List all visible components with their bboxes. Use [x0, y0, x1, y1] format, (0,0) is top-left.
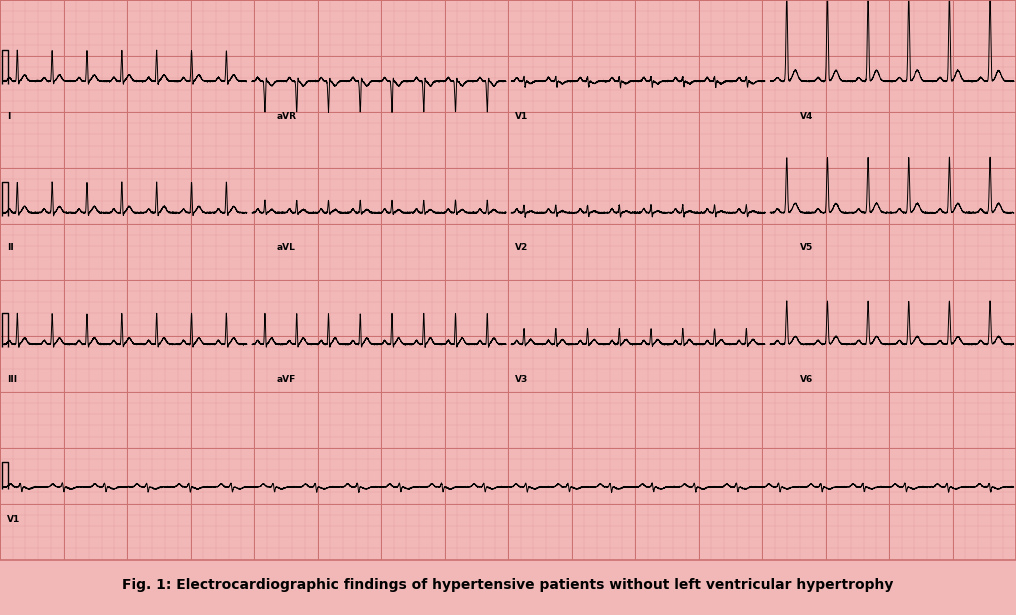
- Text: V4: V4: [800, 112, 813, 121]
- Text: V5: V5: [800, 244, 813, 252]
- Text: aVF: aVF: [276, 375, 296, 384]
- Text: Fig. 1: Electrocardiographic findings of hypertensive patients without left vent: Fig. 1: Electrocardiographic findings of…: [122, 577, 894, 592]
- Text: V1: V1: [7, 515, 20, 524]
- Text: III: III: [7, 375, 17, 384]
- Text: I: I: [7, 112, 10, 121]
- Text: aVL: aVL: [276, 244, 296, 252]
- Text: V2: V2: [515, 244, 528, 252]
- Text: II: II: [7, 244, 14, 252]
- Text: V1: V1: [515, 112, 528, 121]
- Text: V3: V3: [515, 375, 528, 384]
- Text: V6: V6: [800, 375, 813, 384]
- Text: aVR: aVR: [276, 112, 297, 121]
